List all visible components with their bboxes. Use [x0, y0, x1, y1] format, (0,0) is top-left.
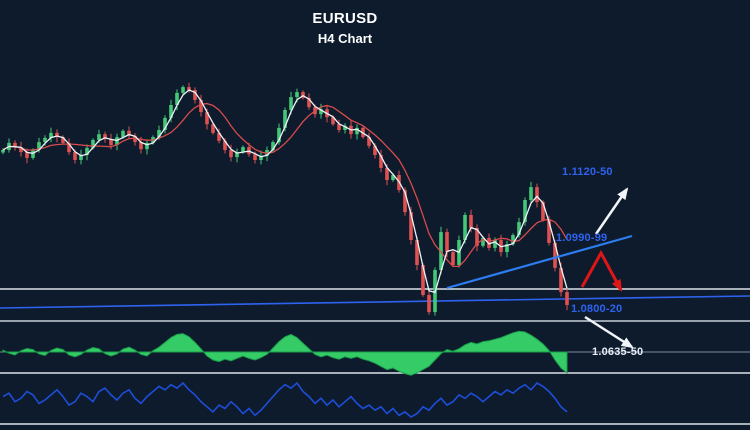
price-label-support-1: 1.0800-20: [571, 303, 623, 315]
price-label-resistance-1: 1.1120-50: [562, 166, 613, 178]
price-label-support-2: 1.0635-50: [592, 346, 644, 358]
chart-title: EURUSD H4 Chart: [270, 8, 420, 49]
instrument-symbol: EURUSD: [312, 10, 378, 27]
chart-timeframe-label: H4 Chart: [317, 30, 373, 46]
price-label-resistance-2: 1.0990-99: [556, 232, 608, 244]
